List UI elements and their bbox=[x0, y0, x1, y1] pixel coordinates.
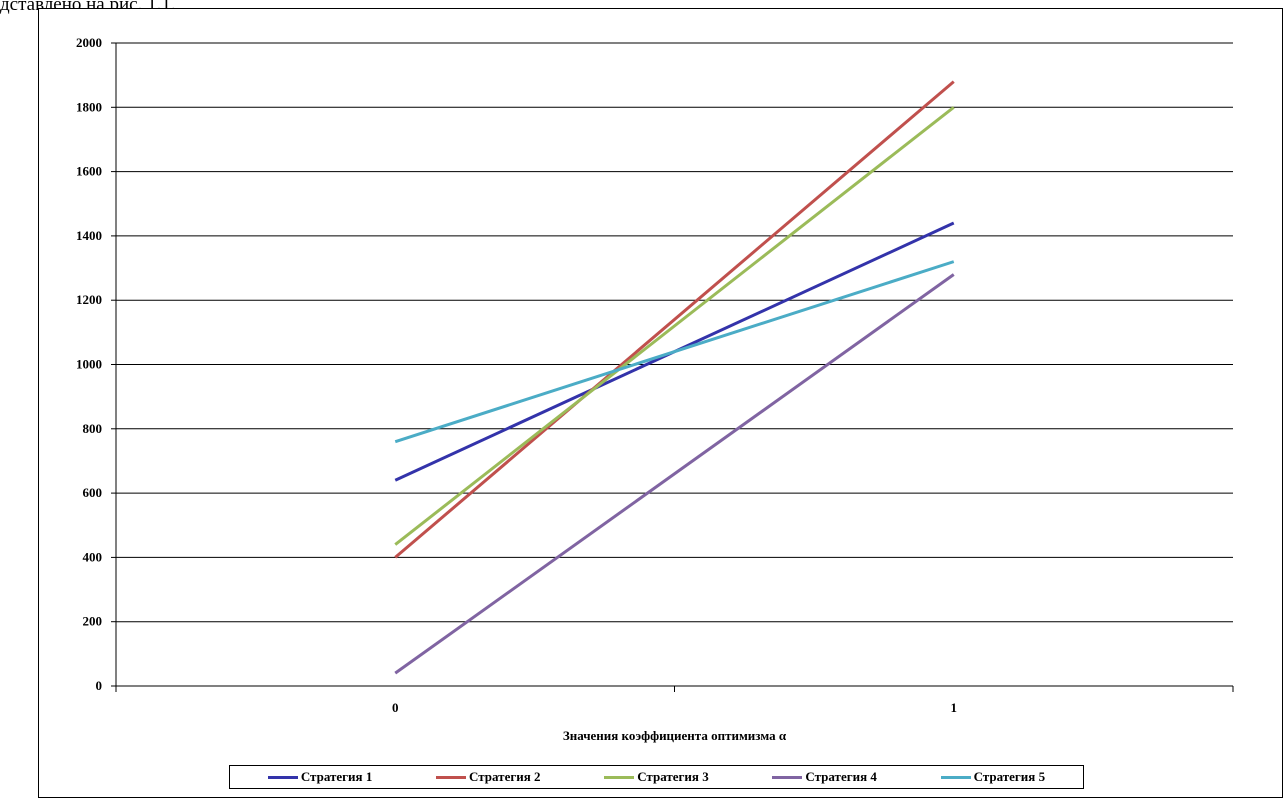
legend-item: Стратегия 4 bbox=[772, 769, 877, 785]
series-line-3 bbox=[394, 106, 955, 546]
y-tick-label: 1600 bbox=[76, 164, 102, 179]
chart-frame bbox=[38, 8, 1283, 798]
y-tick-label: 1400 bbox=[76, 228, 102, 243]
y-tick-label: 0 bbox=[96, 678, 103, 693]
y-tick-label: 1200 bbox=[76, 292, 102, 307]
legend-item: Стратегия 3 bbox=[604, 769, 709, 785]
legend-label: Стратегия 1 bbox=[300, 769, 373, 784]
y-tick-label: 600 bbox=[83, 485, 103, 500]
x-tick-label: 1 bbox=[951, 700, 958, 715]
legend-swatch bbox=[267, 775, 298, 779]
y-tick-label: 2000 bbox=[76, 35, 102, 50]
series-line-2 bbox=[394, 80, 955, 559]
y-tick-label: 1800 bbox=[76, 99, 102, 114]
legend-swatch bbox=[436, 775, 467, 779]
y-tick-label: 200 bbox=[83, 614, 103, 629]
x-axis-title: Значения коэффициента оптимизма α bbox=[563, 728, 787, 743]
x-tick-label: 0 bbox=[392, 700, 399, 715]
y-tick-label: 800 bbox=[83, 421, 103, 436]
series-line-4 bbox=[394, 273, 955, 675]
legend-label: Стратегия 3 bbox=[637, 769, 709, 784]
y-tick-label: 400 bbox=[83, 549, 103, 564]
legend-swatch bbox=[940, 775, 971, 779]
y-tick-label: 1000 bbox=[76, 357, 102, 372]
legend-item: Стратегия 1 bbox=[267, 769, 373, 785]
legend-swatch bbox=[604, 775, 635, 779]
chart-legend: Стратегия 1 Стратегия 2 Стратегия 3 Стратег… bbox=[229, 765, 1084, 789]
legend-label: Стратегия 2 bbox=[469, 769, 541, 784]
legend-label: Стратегия 5 bbox=[973, 769, 1046, 784]
legend-item: Стратегия 5 bbox=[940, 769, 1046, 785]
legend-swatch bbox=[772, 775, 803, 779]
legend-label: Стратегия 4 bbox=[805, 769, 877, 784]
legend-item: Стратегия 2 bbox=[436, 769, 541, 785]
series-line-5 bbox=[394, 260, 955, 444]
